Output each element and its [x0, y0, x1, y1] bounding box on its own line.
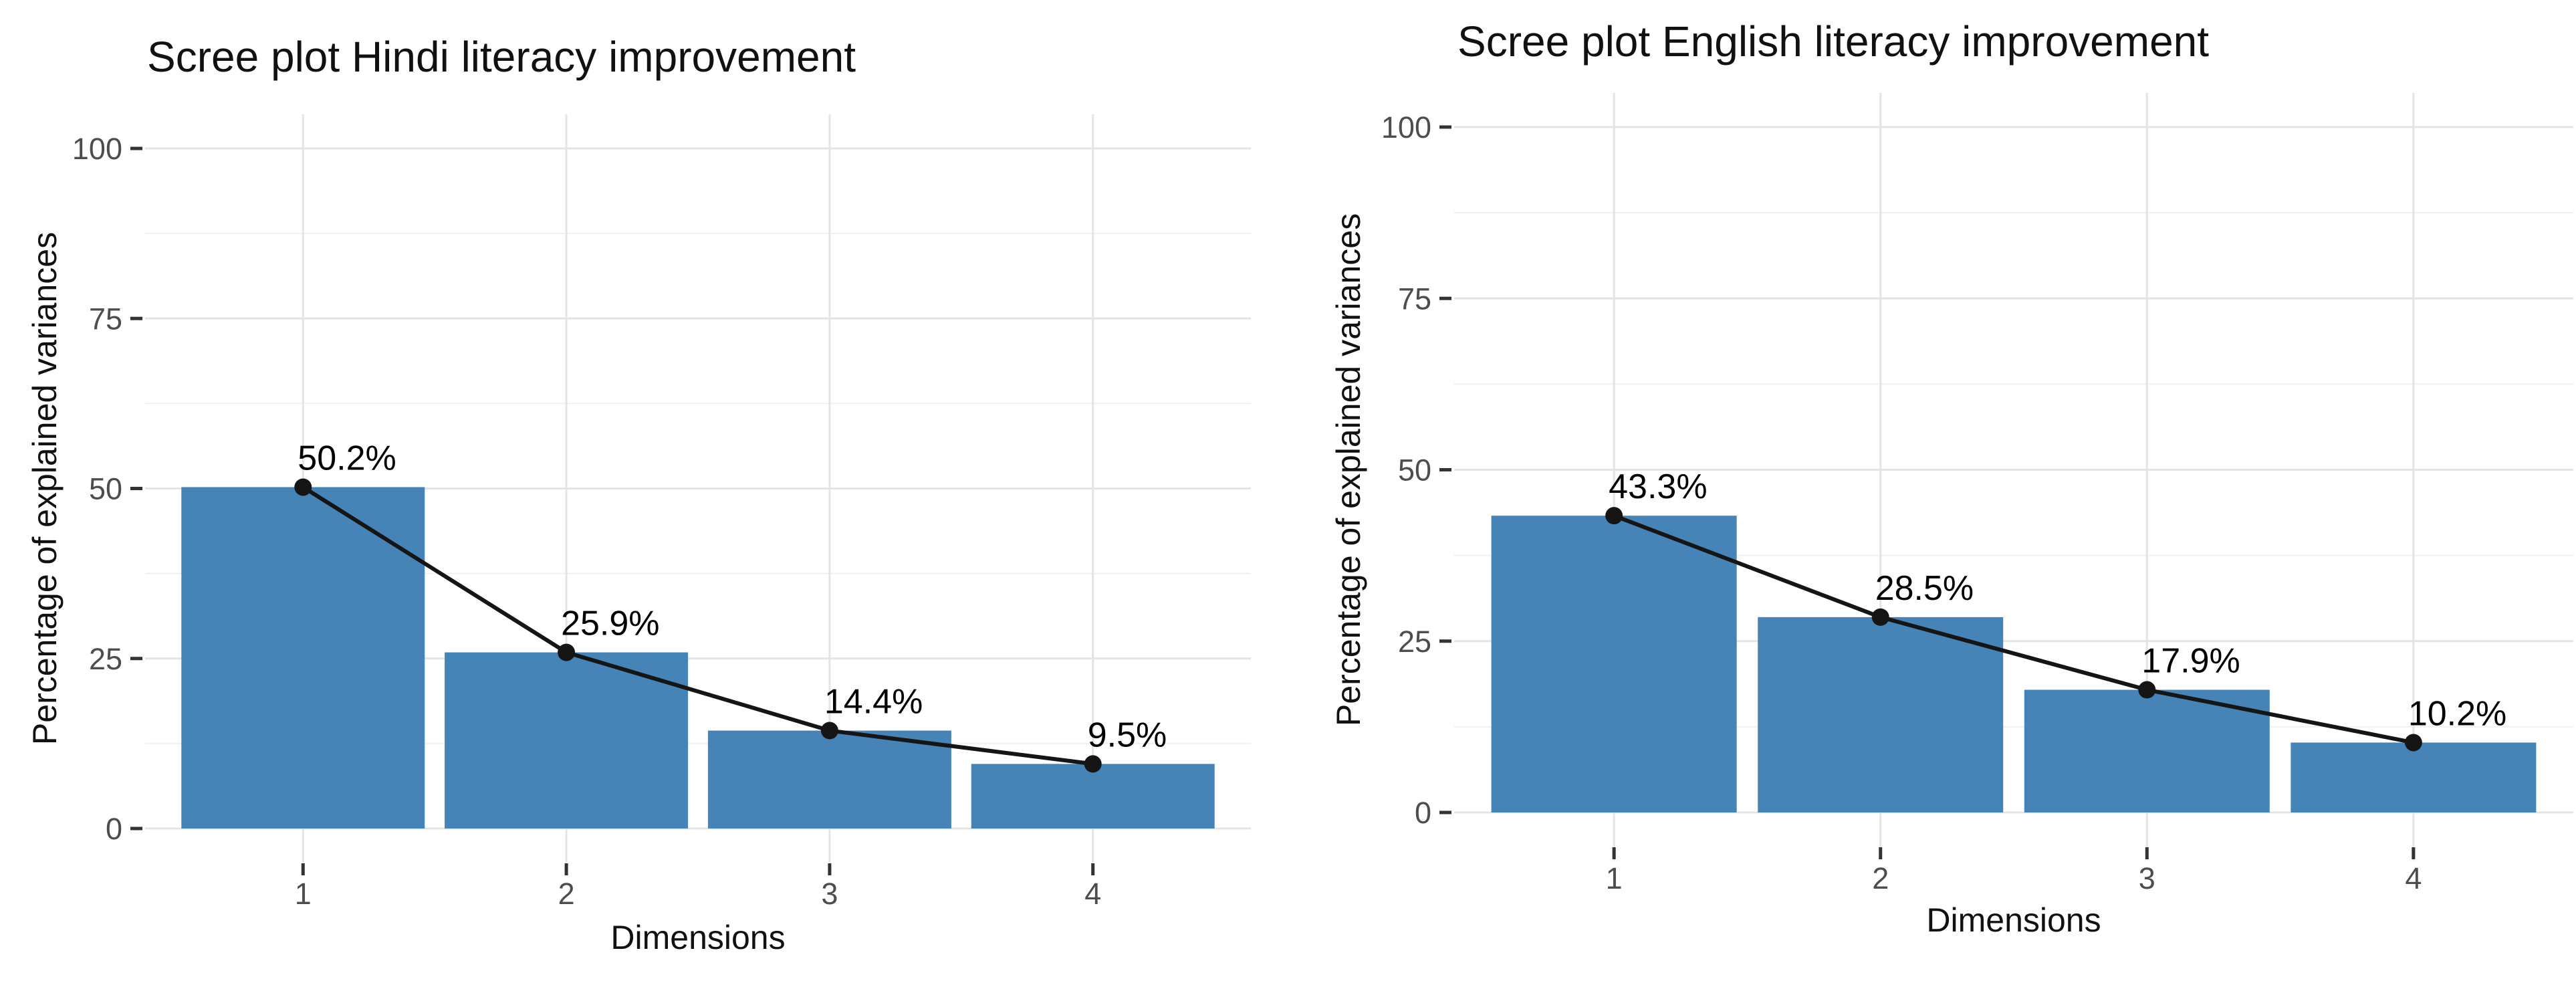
- data-label: 10.2%: [2408, 694, 2506, 733]
- bar: [2024, 689, 2270, 812]
- data-label: 17.9%: [2141, 642, 2240, 681]
- x-tick-label: 2: [1872, 861, 1889, 895]
- chart-title: Scree plot English literacy improvement: [1457, 17, 2209, 66]
- chart-canvas: 50.2% 25.9% 14.4% 9.5% 0 25 50 75 100 1 2 3 4 Dimensi…: [26, 33, 1251, 956]
- data-point: [558, 643, 576, 661]
- trend-line: [301, 485, 1095, 766]
- x-tick-label: 3: [2139, 861, 2155, 895]
- y-axis-title: Percentage of explained variances: [26, 232, 64, 745]
- y-tick-label: 0: [106, 812, 122, 846]
- x-tick-label: 1: [1606, 861, 1623, 895]
- y-tick-label: 50: [1398, 453, 1431, 487]
- trend-line: [1612, 514, 2416, 745]
- y-tick-label: 75: [89, 302, 122, 336]
- y-tick-label: 0: [1415, 796, 1431, 830]
- chart-title: Scree plot Hindi literacy improvement: [147, 33, 856, 81]
- x-axis-title: Dimensions: [610, 919, 785, 956]
- chart-canvas: 43.3% 28.5% 17.9% 10.2% 0 25 50 75 100 1 2 3 4 Dimens…: [1330, 17, 2573, 939]
- x-tick-label: 1: [295, 877, 312, 911]
- data-point: [1871, 608, 1889, 626]
- x-tick-label: 4: [1084, 877, 1101, 911]
- bar: [445, 652, 689, 829]
- bar: [2291, 742, 2537, 812]
- y-axis-title: Percentage of explained variances: [1330, 213, 1367, 726]
- data-label: 43.3%: [1609, 467, 1707, 506]
- x-tick-label: 2: [558, 877, 575, 911]
- scree-plot-hindi: 50.2% 25.9% 14.4% 9.5% 0 25 50 75 100 1 2 3 4 Dimensi…: [26, 33, 1251, 956]
- scree-plot-english: 43.3% 28.5% 17.9% 10.2% 0 25 50 75 100 1 2 3 4 Dimens…: [1304, 0, 2576, 987]
- y-tick-label: 100: [72, 132, 122, 166]
- x-axis-title: Dimensions: [1926, 901, 2101, 939]
- bar: [181, 487, 425, 829]
- data-label: 25.9%: [561, 605, 659, 643]
- data-label: 50.2%: [298, 439, 396, 477]
- y-tick-label: 25: [1398, 625, 1431, 659]
- data-label: 14.4%: [824, 683, 923, 722]
- x-tick-label: 4: [2405, 861, 2422, 895]
- y-tick-label: 25: [89, 642, 122, 676]
- x-tick-label: 3: [821, 877, 838, 911]
- bar: [1758, 617, 2004, 812]
- data-point: [2404, 734, 2422, 752]
- data-point: [1605, 507, 1623, 525]
- bar: [1491, 516, 1737, 812]
- y-tick-label: 100: [1381, 110, 1431, 144]
- data-point: [1084, 755, 1102, 773]
- y-tick-label: 75: [1398, 282, 1431, 316]
- data-point: [2138, 681, 2156, 699]
- data-point: [820, 722, 838, 740]
- bar: [707, 730, 951, 829]
- data-point: [294, 478, 312, 496]
- bar: [971, 764, 1215, 829]
- data-label: 28.5%: [1875, 569, 1974, 608]
- data-label: 9.5%: [1088, 716, 1167, 754]
- y-tick-label: 50: [89, 472, 122, 506]
